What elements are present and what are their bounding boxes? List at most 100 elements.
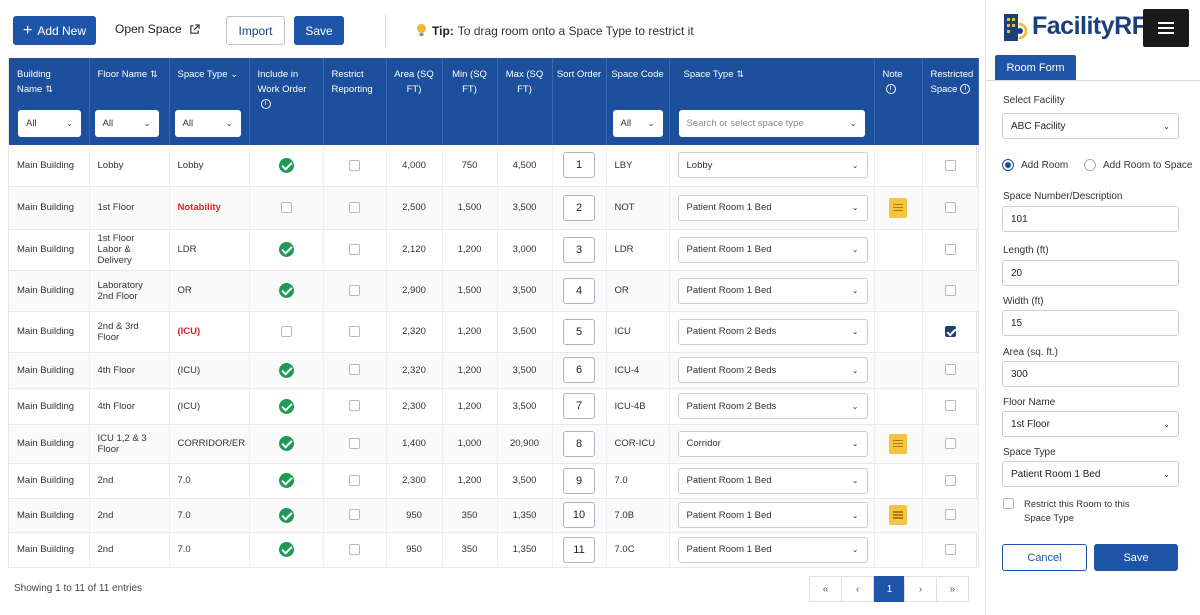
check-circle-icon[interactable] [278, 242, 294, 257]
restrict-reporting-checkbox[interactable] [349, 400, 360, 412]
first-page-button[interactable]: « [809, 576, 842, 602]
restrict-reporting-checkbox[interactable] [349, 474, 360, 486]
info-icon[interactable]: i [960, 84, 971, 95]
restrict-reporting-cell[interactable] [323, 532, 387, 568]
open-space-link[interactable]: Open Space [115, 22, 200, 36]
restricted-space-checkbox[interactable] [944, 474, 956, 486]
check-circle-icon[interactable] [278, 283, 294, 298]
page-1-button[interactable]: 1 [874, 576, 905, 602]
space-type-dropdown[interactable]: Patient Room 1 Bed ⌄ [677, 536, 868, 563]
space-type-dropdown[interactable]: Patient Room 1 Bed ⌄ [677, 277, 868, 304]
sort-order-input[interactable]: 6 [563, 357, 595, 383]
col-floor[interactable]: Floor Name ⇅ All ⌄ [89, 58, 170, 145]
check-circle-icon[interactable] [278, 473, 294, 488]
include-work-order-cell[interactable] [249, 186, 324, 230]
check-circle-icon[interactable] [278, 157, 294, 173]
restrict-reporting-cell[interactable] [323, 388, 387, 425]
space-number-input[interactable]: 101 [1002, 206, 1179, 232]
restricted-space-checkbox[interactable] [944, 243, 956, 255]
space-type-dropdown[interactable]: Patient Room 1 Bed ⌄ [677, 467, 868, 494]
sort-order-input[interactable]: 2 [563, 194, 595, 221]
radio-add-room[interactable]: Add Room [1002, 159, 1068, 171]
sort-order-input[interactable]: 5 [563, 318, 595, 345]
restricted-space-checkbox[interactable] [944, 364, 956, 376]
sticky-note-icon[interactable] [889, 505, 907, 525]
restricted-space-cell[interactable] [922, 463, 979, 499]
restricted-space-cell[interactable] [922, 424, 979, 464]
table-row[interactable]: Main Building 1st Floor Labor & Delivery L… [9, 229, 979, 271]
prev-page-button[interactable]: ‹ [841, 576, 874, 602]
restrict-reporting-cell[interactable] [323, 463, 387, 499]
restricted-space-checkbox[interactable] [944, 284, 956, 296]
area-input[interactable]: 300 [1002, 361, 1179, 387]
floor-filter[interactable]: All ⌄ [94, 110, 159, 137]
sort-order-input[interactable]: 8 [563, 430, 595, 457]
space-type-dropdown[interactable]: Patient Room 1 Bed ⌄ [677, 236, 868, 263]
restrict-reporting-checkbox[interactable] [349, 543, 360, 555]
space-type-filter[interactable]: All ⌄ [174, 110, 241, 137]
table-row[interactable]: Main Building 2nd 7.0 2,300 1,200 3,500 9 7.0 Pa… [9, 463, 979, 499]
check-circle-icon[interactable] [278, 542, 294, 557]
table-row[interactable]: Main Building Laboratory 2nd Floor OR 2,900… [9, 270, 979, 312]
sort-order-input[interactable]: 4 [563, 277, 595, 304]
table-row[interactable]: Main Building 4th Floor (ICU) 2,300 1,200 3,5… [9, 388, 979, 425]
include-work-order-cell[interactable] [249, 352, 324, 389]
restrict-reporting-cell[interactable] [323, 498, 387, 533]
width-input[interactable]: 15 [1002, 310, 1179, 336]
restrict-reporting-cell[interactable] [323, 270, 387, 312]
restricted-space-checkbox[interactable] [944, 325, 956, 337]
include-checkbox[interactable] [280, 201, 292, 213]
space-type-dropdown[interactable]: Patient Room 2 Beds ⌄ [677, 393, 868, 419]
info-icon[interactable]: i [260, 99, 271, 110]
restrict-reporting-checkbox[interactable] [349, 284, 360, 296]
space-type-dropdown[interactable]: Patient Room 2 Beds ⌄ [677, 318, 868, 345]
tab-room-form[interactable]: Room Form [995, 55, 1076, 80]
col-space-type-select[interactable]: Space Type ⇅ Search or select space type ⌄ [669, 58, 875, 145]
building-filter[interactable]: All ⌄ [18, 110, 81, 137]
restricted-space-checkbox[interactable] [944, 543, 956, 555]
restricted-space-cell[interactable] [922, 145, 979, 187]
include-work-order-cell[interactable] [249, 270, 324, 312]
space-type-dropdown[interactable]: Lobby ⌄ [677, 152, 868, 179]
last-page-button[interactable]: » [936, 576, 969, 602]
import-button[interactable]: Import [226, 16, 285, 45]
cancel-button[interactable]: Cancel [1002, 544, 1087, 571]
include-work-order-cell[interactable] [249, 463, 324, 499]
restrict-reporting-checkbox[interactable] [349, 509, 360, 521]
restricted-space-checkbox[interactable] [944, 201, 956, 213]
sort-order-input[interactable]: 10 [563, 502, 595, 528]
col-building[interactable]: Building Name ⇅ All ⌄ [9, 58, 90, 145]
check-circle-icon[interactable] [278, 398, 294, 414]
restricted-space-checkbox[interactable] [944, 509, 956, 521]
add-new-button[interactable]: + Add New [13, 16, 96, 45]
next-page-button[interactable]: › [904, 576, 937, 602]
facility-select[interactable]: ABC Facility ⌄ [1002, 113, 1179, 139]
restrict-reporting-checkbox[interactable] [349, 437, 360, 449]
floor-name-select[interactable]: 1st Floor ⌄ [1002, 411, 1179, 437]
col-space-type[interactable]: Space Type ⌄ All ⌄ [169, 58, 250, 145]
restrict-reporting-cell[interactable] [323, 311, 387, 353]
include-work-order-cell[interactable] [249, 424, 324, 464]
space-code-filter[interactable]: All ⌄ [612, 110, 663, 137]
sort-order-input[interactable]: 9 [563, 467, 595, 494]
restricted-space-cell[interactable] [922, 311, 979, 353]
form-save-button[interactable]: Save [1094, 544, 1178, 571]
include-work-order-cell[interactable] [249, 388, 324, 425]
space-type-dropdown[interactable]: Patient Room 2 Beds ⌄ [677, 357, 868, 383]
length-input[interactable]: 20 [1002, 260, 1179, 286]
table-row[interactable]: Main Building 2nd 7.0 950 350 1,350 11 7.0C Pati… [9, 532, 979, 568]
restricted-space-checkbox[interactable] [944, 437, 956, 449]
include-checkbox[interactable] [280, 325, 292, 337]
sort-order-input[interactable]: 3 [563, 236, 595, 263]
restrict-reporting-checkbox[interactable] [349, 364, 360, 376]
restrict-reporting-cell[interactable] [323, 352, 387, 389]
info-icon[interactable]: i [885, 84, 896, 95]
restrict-reporting-cell[interactable] [323, 229, 387, 271]
table-row[interactable]: Main Building 2nd 7.0 950 350 1,350 10 7.0B Pati… [9, 498, 979, 533]
check-circle-icon[interactable] [278, 507, 294, 523]
restrict-reporting-cell[interactable] [323, 186, 387, 230]
restrict-reporting-cell[interactable] [323, 424, 387, 464]
restricted-space-cell[interactable] [922, 388, 979, 425]
restricted-space-cell[interactable] [922, 186, 979, 230]
restricted-space-cell[interactable] [922, 532, 979, 568]
